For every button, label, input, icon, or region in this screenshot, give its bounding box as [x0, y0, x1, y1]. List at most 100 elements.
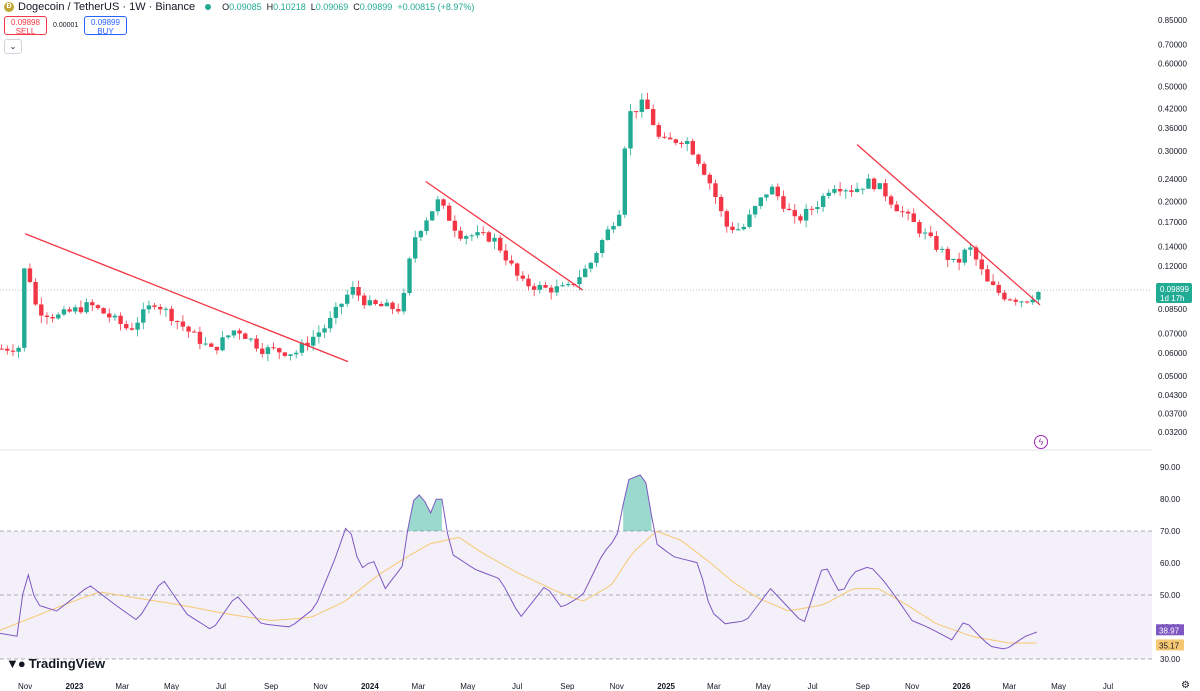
candle-body[interactable] [820, 195, 826, 207]
candle-body[interactable] [616, 214, 622, 226]
candle-body[interactable] [826, 192, 831, 196]
candle-body[interactable] [730, 226, 735, 231]
candle-body[interactable] [152, 305, 157, 307]
candle-body[interactable] [928, 232, 933, 237]
candle-body[interactable] [118, 315, 123, 324]
candle-body[interactable] [1030, 299, 1035, 303]
candle-body[interactable] [673, 139, 679, 143]
candle-body[interactable] [486, 232, 492, 242]
candle-body[interactable] [667, 137, 673, 140]
candle-body[interactable] [1036, 291, 1041, 300]
candle-body[interactable] [84, 302, 89, 313]
candle-body[interactable] [883, 183, 888, 197]
candle-body[interactable] [951, 258, 956, 260]
candle-body[interactable] [582, 268, 588, 278]
candle-body[interactable] [107, 313, 112, 318]
candle-body[interactable] [537, 284, 543, 290]
gear-icon[interactable]: ⚙ [1181, 680, 1190, 691]
candle-body[interactable] [458, 230, 463, 239]
candle-body[interactable] [435, 199, 441, 212]
candle-body[interactable] [407, 258, 412, 293]
candle-body[interactable] [775, 186, 780, 197]
candle-body[interactable] [497, 237, 503, 251]
candle-body[interactable] [316, 332, 322, 337]
candle-body[interactable] [95, 305, 101, 309]
candle-body[interactable] [146, 305, 152, 310]
candle-body[interactable] [231, 330, 237, 336]
candle-body[interactable] [50, 316, 55, 319]
candle-body[interactable] [418, 231, 424, 238]
candle-body[interactable] [192, 331, 197, 333]
candle-body[interactable] [764, 194, 769, 198]
candle-body[interactable] [78, 307, 84, 313]
candle-body[interactable] [328, 317, 333, 329]
candle-body[interactable] [701, 163, 707, 175]
candle-body[interactable] [260, 348, 265, 354]
candle-body[interactable] [67, 309, 72, 312]
candle-body[interactable] [169, 308, 174, 322]
candle-body[interactable] [526, 278, 531, 287]
candle-body[interactable] [243, 333, 248, 339]
candle-body[interactable] [979, 259, 984, 270]
candle-body[interactable] [922, 232, 928, 234]
candle-body[interactable] [22, 268, 27, 348]
candle-body[interactable] [412, 237, 418, 259]
candle-body[interactable] [73, 307, 78, 312]
trendline[interactable] [24, 233, 349, 363]
candle-body[interactable] [628, 111, 633, 149]
candle-body[interactable] [356, 287, 361, 296]
collapse-button[interactable]: ⌄ [4, 39, 22, 54]
candle-body[interactable] [588, 262, 594, 269]
candle-body[interactable] [1013, 299, 1018, 302]
candle-body[interactable] [769, 186, 775, 195]
candle-body[interactable] [803, 208, 809, 221]
candle-body[interactable] [690, 140, 696, 155]
candle-body[interactable] [985, 269, 990, 282]
candle-body[interactable] [237, 330, 242, 334]
candle-body[interactable] [373, 300, 378, 304]
candle-body[interactable] [860, 188, 865, 190]
candle-body[interactable] [741, 226, 746, 230]
candle-body[interactable] [367, 300, 373, 306]
symbol-title[interactable]: Dogecoin / TetherUS · 1W · Binance [18, 1, 196, 13]
candle-body[interactable] [220, 337, 225, 351]
candle-body[interactable] [849, 190, 854, 192]
candle-body[interactable] [650, 109, 656, 126]
candle-body[interactable] [956, 258, 962, 263]
buy-button[interactable]: 0.09899 BUY [84, 16, 127, 36]
candle-body[interactable] [446, 205, 452, 221]
candle-body[interactable] [299, 342, 305, 353]
candle-body[interactable] [577, 277, 582, 285]
candle-body[interactable] [186, 326, 191, 332]
candle-body[interactable] [61, 309, 67, 315]
candle-body[interactable] [554, 286, 560, 293]
candle-body[interactable] [611, 225, 616, 230]
candle-body[interactable] [379, 303, 384, 307]
candle-body[interactable] [277, 348, 282, 353]
candle-body[interactable] [282, 352, 288, 356]
candle-body[interactable] [129, 328, 135, 330]
candle-body[interactable] [0, 348, 4, 350]
candle-body[interactable] [27, 268, 33, 282]
candle-body[interactable] [33, 281, 38, 305]
rsi-ma-line[interactable] [0, 530, 1037, 644]
candle-body[interactable] [837, 188, 843, 192]
candle-body[interactable] [990, 281, 996, 285]
candle-body[interactable] [548, 287, 554, 293]
candle-body[interactable] [934, 236, 939, 250]
candle-body[interactable] [605, 229, 611, 240]
candle-body[interactable] [747, 214, 752, 227]
candle-body[interactable] [158, 306, 163, 310]
candle-body[interactable] [684, 140, 690, 144]
candle-body[interactable] [758, 197, 763, 207]
candle-body[interactable] [645, 99, 650, 110]
candle-body[interactable] [175, 321, 180, 323]
candle-body[interactable] [973, 247, 979, 260]
candle-body[interactable] [214, 346, 220, 351]
candle-body[interactable] [333, 306, 339, 318]
tradingview-logo[interactable]: ▼● TradingView [6, 656, 105, 671]
candle-body[interactable] [543, 284, 548, 288]
candle-body[interactable] [809, 208, 814, 210]
candle-body[interactable] [424, 220, 429, 232]
